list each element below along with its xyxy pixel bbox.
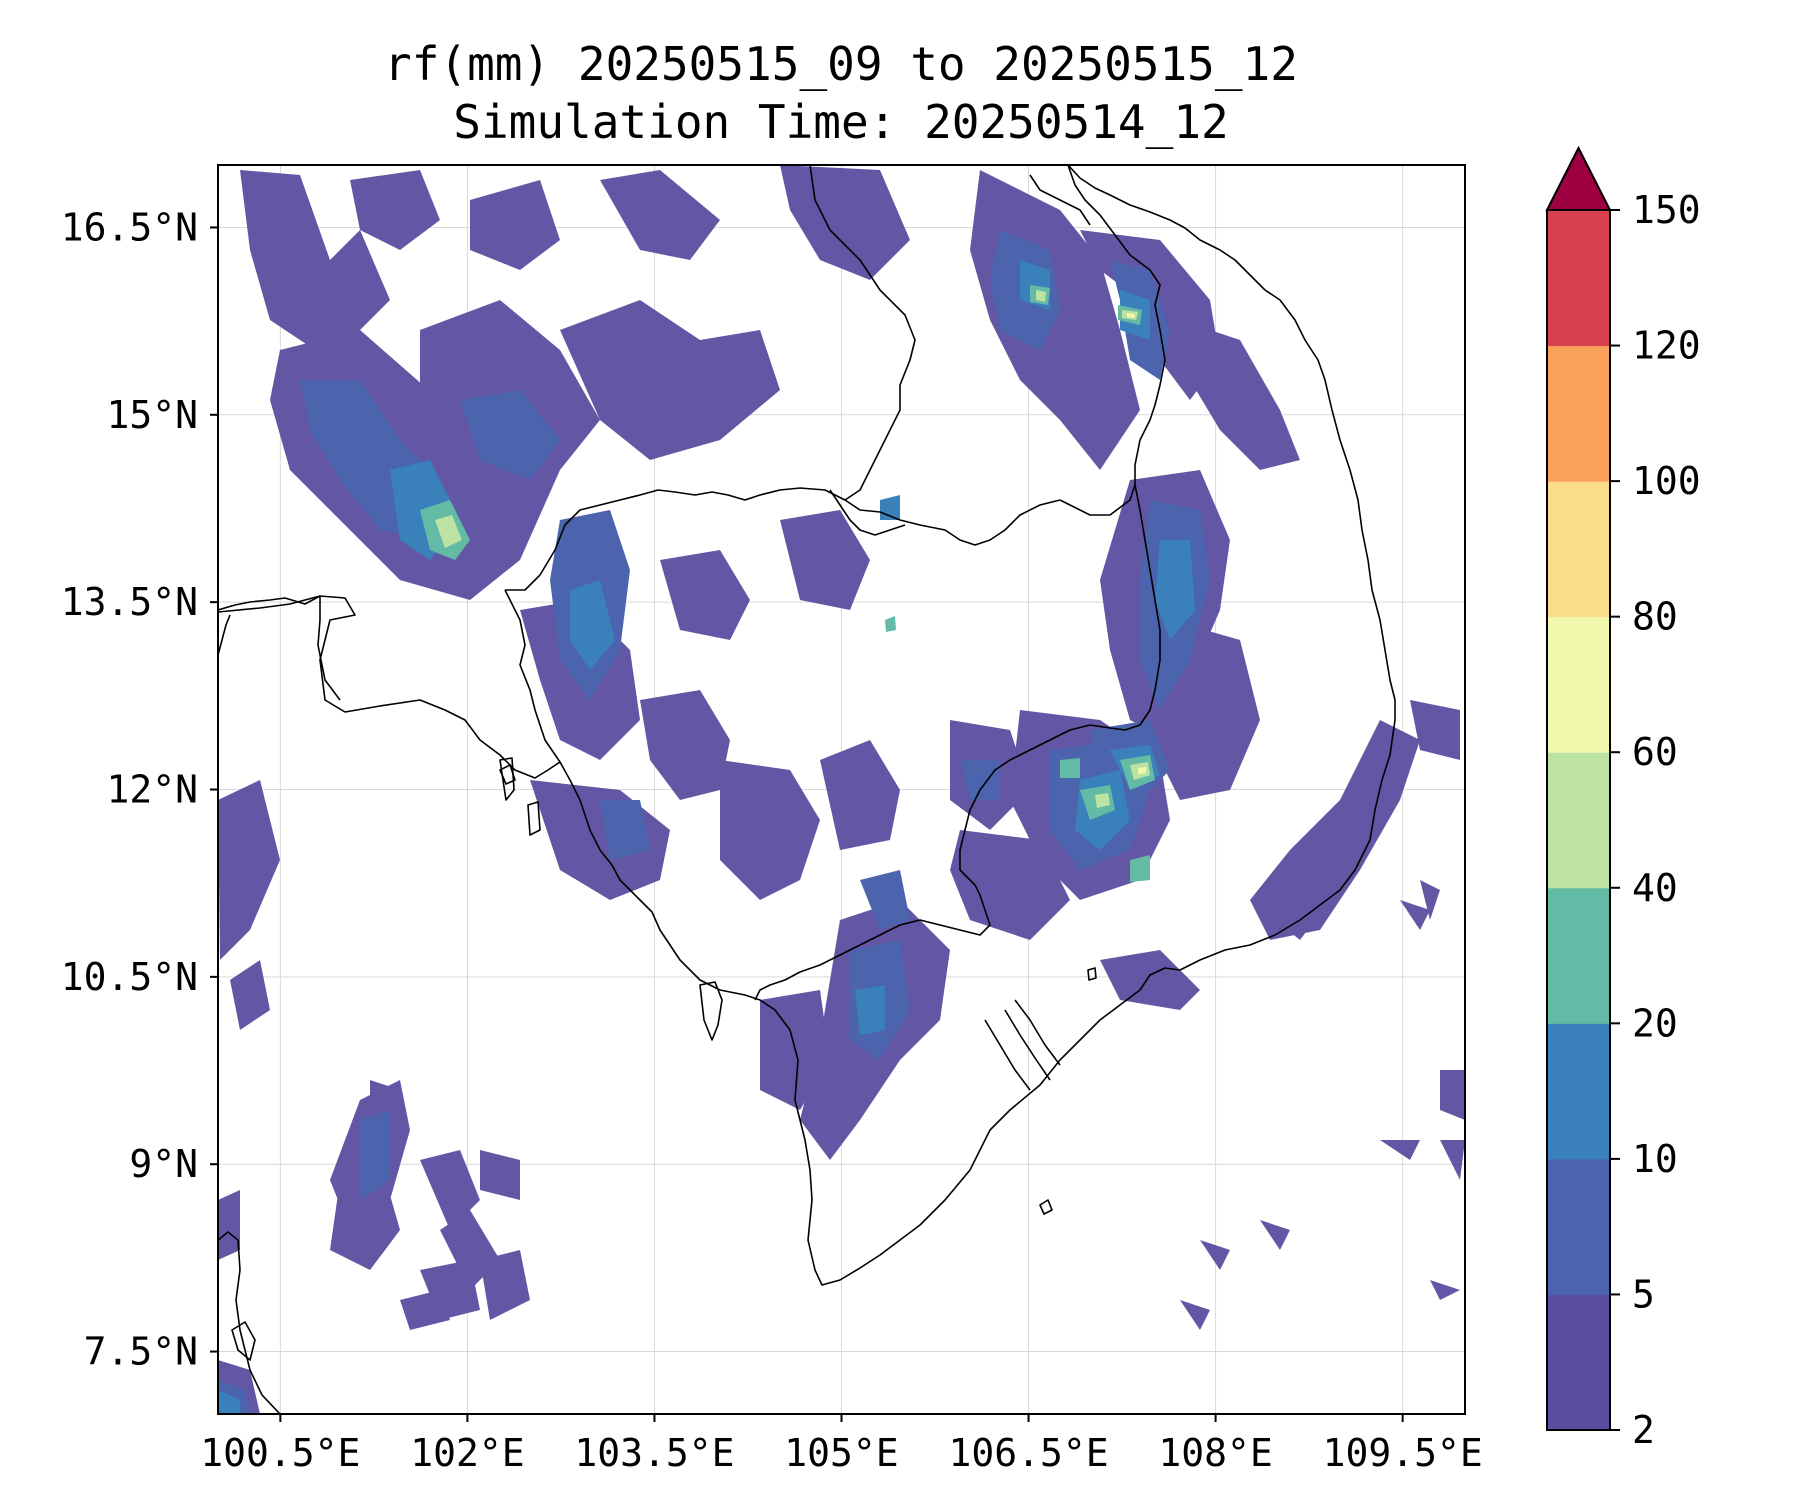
gulf-north-coast bbox=[218, 165, 1396, 1286]
y-axis-ticks: 16.5°N 15°N 13.5°N 12°N 10.5°N 9°N 7.5°N bbox=[61, 205, 218, 1374]
x-tick-label: 108°E bbox=[1158, 1431, 1272, 1475]
y-tick-label: 7.5°N bbox=[84, 1330, 198, 1374]
phu-quoc-island bbox=[699, 981, 723, 1041]
colorbar-segment bbox=[1547, 616, 1610, 753]
rainfall-level6-areas bbox=[1127, 313, 1146, 774]
colorbar-label: 2 bbox=[1632, 1408, 1655, 1452]
thai-islands bbox=[499, 757, 515, 801]
colorbar-segment bbox=[1547, 345, 1610, 482]
thailand-myanmar-border bbox=[218, 595, 341, 701]
tho-chu-island bbox=[1087, 967, 1097, 981]
thailand-cambodia-border bbox=[504, 589, 561, 763]
colorbar-label: 20 bbox=[1632, 1001, 1678, 1045]
x-tick-label: 102°E bbox=[410, 1431, 524, 1475]
map-title-line1: rf(mm) 20250515_09 to 20250515_12 bbox=[384, 37, 1298, 91]
laos-thailand-border bbox=[505, 165, 916, 591]
colorbar-segment bbox=[1547, 1158, 1610, 1295]
colorbar-label: 5 bbox=[1632, 1272, 1655, 1316]
y-tick-label: 13.5°N bbox=[61, 580, 198, 624]
con-son-island bbox=[1039, 1199, 1053, 1215]
colorbar-frame bbox=[1546, 209, 1611, 1431]
colorbar-segment bbox=[1547, 1023, 1610, 1160]
y-tick-label: 15°N bbox=[106, 393, 198, 437]
laos-cambodia-vietnam-junction bbox=[829, 489, 906, 536]
map-panel: 100.5°E 102°E 103.5°E 105°E 106.5°E 108°E 109.… bbox=[61, 164, 1483, 1475]
koh-kong-islands bbox=[499, 764, 516, 785]
colorbar-label: 120 bbox=[1632, 324, 1701, 368]
peninsula-islands bbox=[231, 1321, 256, 1361]
colorbar-label: 150 bbox=[1632, 188, 1701, 232]
colorbar-segment bbox=[1547, 887, 1610, 1024]
thai-peninsula-coast bbox=[218, 1231, 281, 1414]
colorbar-extend-arrow bbox=[1545, 145, 1612, 211]
koh-rong bbox=[527, 801, 541, 836]
x-tick-label: 100.5°E bbox=[200, 1431, 360, 1475]
colorbar-segment bbox=[1547, 210, 1610, 347]
cambodia-laos-border bbox=[844, 499, 1061, 546]
y-tick-label: 12°N bbox=[106, 768, 198, 812]
y-tick-label: 10.5°N bbox=[61, 955, 198, 999]
y-tick-label: 9°N bbox=[129, 1142, 198, 1186]
colorbar: 2 5 10 20 40 60 80 100 120 150 bbox=[1545, 145, 1701, 1452]
colorbar-segment bbox=[1547, 481, 1610, 618]
x-tick-label: 106.5°E bbox=[948, 1431, 1108, 1475]
map-title-line2: Simulation Time: 20250514_12 bbox=[453, 95, 1228, 149]
cambodia-vietnam-border bbox=[754, 484, 1161, 1001]
rainfall-level1-areas bbox=[218, 165, 1465, 1414]
x-tick-label: 103.5°E bbox=[574, 1431, 734, 1475]
colorbar-label: 80 bbox=[1632, 595, 1678, 639]
mekong-delta-branch3 bbox=[1014, 999, 1061, 1066]
coastline-borders bbox=[218, 165, 1396, 1414]
rainfall-field bbox=[218, 165, 1465, 1414]
laos-vietnam-border-north bbox=[1029, 174, 1091, 226]
x-axis-ticks: 100.5°E 102°E 103.5°E 105°E 106.5°E 108°E 109.… bbox=[200, 1414, 1483, 1475]
mekong-delta-branch2 bbox=[1004, 1009, 1051, 1081]
x-tick-label: 109.5°E bbox=[1323, 1431, 1483, 1475]
thailand-east-coast bbox=[218, 614, 231, 656]
colorbar-label: 100 bbox=[1632, 459, 1701, 503]
colorbar-segment bbox=[1547, 1294, 1610, 1431]
laos-vietnam-border bbox=[1059, 165, 1166, 516]
colorbar-segment bbox=[1547, 752, 1610, 889]
colorbar-label: 10 bbox=[1632, 1137, 1678, 1181]
colorbar-label: 60 bbox=[1632, 730, 1678, 774]
x-tick-label: 105°E bbox=[784, 1431, 898, 1475]
mekong-delta-branch1 bbox=[984, 1019, 1031, 1091]
colorbar-label: 40 bbox=[1632, 866, 1678, 910]
y-tick-label: 16.5°N bbox=[61, 205, 198, 249]
